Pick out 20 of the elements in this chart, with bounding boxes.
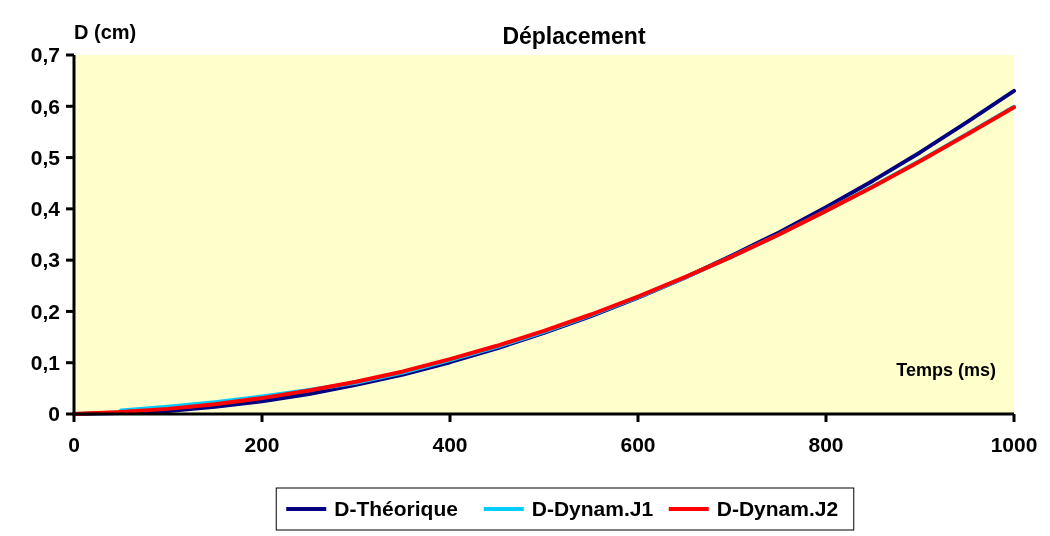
y-tick-label: 0,7 — [30, 43, 60, 67]
legend-label: D-Théorique — [334, 497, 458, 521]
x-axis-title: Temps (ms) — [896, 360, 996, 380]
x-tick-label: 600 — [620, 433, 656, 456]
y-tick-label: 0,2 — [30, 299, 60, 323]
x-tick-label: 0 — [68, 433, 80, 456]
y-tick-label: 0,6 — [30, 94, 60, 118]
legend-label: D-Dynam.J1 — [531, 497, 654, 521]
legend-label: D-Dynam.J2 — [716, 497, 839, 521]
x-tick-label: 200 — [244, 433, 280, 456]
chart-title: Déplacement — [502, 23, 646, 49]
y-tick-label: 0,1 — [30, 351, 61, 375]
y-axis-title: D (cm) — [74, 21, 137, 43]
y-tick-label: 0,4 — [30, 197, 61, 221]
x-tick-label: 800 — [808, 433, 844, 456]
x-tick-label: 400 — [432, 433, 468, 456]
x-tick-label: 1000 — [990, 433, 1038, 456]
y-tick-label: 0,3 — [30, 248, 60, 272]
y-tick-label: 0 — [48, 402, 60, 426]
y-tick-label: 0,5 — [30, 145, 61, 169]
